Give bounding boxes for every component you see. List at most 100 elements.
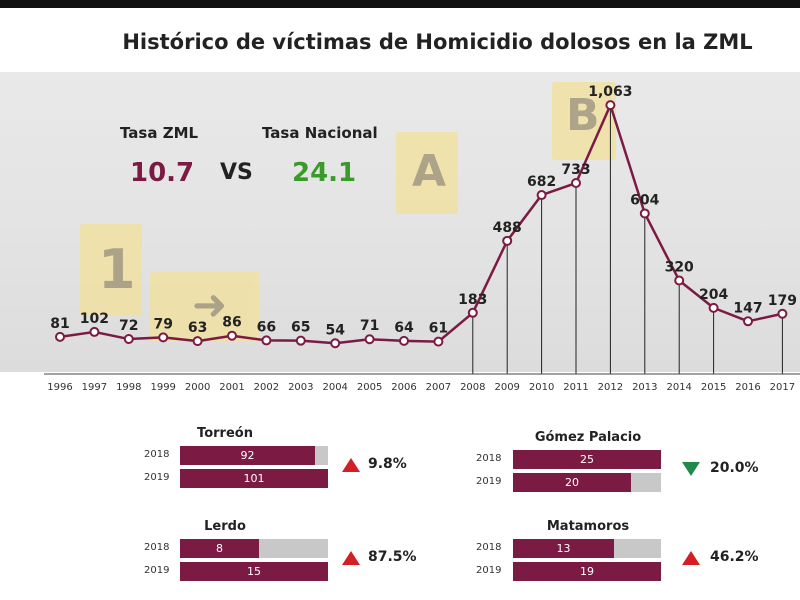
- data-label-2007: 61: [429, 321, 448, 337]
- triangle-down-icon: [682, 462, 700, 476]
- x-tick-2016: 2016: [735, 382, 760, 393]
- x-tick-1996: 1996: [47, 382, 72, 393]
- x-tick-2012: 2012: [598, 382, 623, 393]
- evidence-marker-a-label: A: [412, 146, 447, 197]
- data-label-2009: 488: [493, 220, 522, 236]
- x-tick-2000: 2000: [185, 382, 210, 393]
- data-label-2000: 63: [188, 320, 207, 336]
- data-point-2000: [192, 336, 203, 347]
- panel-bar-torreon-2018: 92: [180, 446, 315, 465]
- panel-bar-matamoros-2018: 13: [513, 539, 614, 558]
- data-label-2004: 54: [325, 322, 345, 338]
- panel-change-gomez-palacio: 20.0%: [710, 460, 759, 476]
- data-point-2010: [536, 190, 547, 201]
- data-point-2005: [364, 334, 375, 345]
- data-point-2016: [743, 316, 753, 327]
- panel-bar-matamoros-2019: 19: [513, 562, 661, 581]
- panel-year-matamoros-2019: 2019: [476, 565, 502, 576]
- data-label-2014: 320: [665, 259, 694, 275]
- data-label-1996: 81: [50, 316, 69, 332]
- data-label-2001: 86: [222, 315, 241, 331]
- data-label-2016: 147: [733, 300, 762, 316]
- panel-bar-lerdo-2018: 8: [180, 539, 259, 558]
- triangle-up-icon: [342, 458, 360, 472]
- data-label-2008: 183: [458, 292, 487, 308]
- panel-year-matamoros-2018: 2018: [476, 542, 502, 553]
- panel-title-lerdo: Lerdo: [204, 519, 246, 534]
- data-point-2003: [295, 335, 306, 346]
- data-point-2011: [571, 178, 581, 189]
- panel-bar-gomez-palacio-2019: 20: [513, 473, 631, 492]
- tasa-zml-value: 10.7: [130, 158, 195, 188]
- series-line: [59, 103, 783, 345]
- data-label-2015: 204: [699, 287, 728, 303]
- data-point-2017: [777, 308, 788, 319]
- data-point-1996: [55, 331, 65, 342]
- tasa-zml-label: Tasa ZML: [120, 124, 199, 142]
- x-tick-2009: 2009: [494, 382, 519, 393]
- data-point-2002: [261, 335, 272, 346]
- evidence-marker-1: 1: [80, 224, 142, 316]
- data-point-2004: [330, 338, 341, 349]
- data-label-2010: 682: [527, 174, 556, 190]
- panel-change-torreon: 9.8%: [368, 456, 407, 472]
- panel-bar-gomez-palacio-2018: 25: [513, 450, 661, 469]
- hero-background: 1 ➜ A B: [0, 72, 800, 372]
- data-label-2012: 1,063: [588, 84, 632, 100]
- evidence-marker-b-label: B: [566, 90, 600, 141]
- data-point-1999: [158, 332, 169, 343]
- panel-year-torreon-2019: 2019: [144, 472, 170, 483]
- arrow-icon: ➜: [192, 280, 228, 329]
- panel-title-matamoros: Matamoros: [546, 519, 630, 534]
- data-label-1999: 79: [153, 316, 172, 332]
- vs-label: VS: [220, 160, 253, 185]
- data-point-2006: [399, 335, 409, 346]
- x-tick-2005: 2005: [357, 382, 382, 393]
- x-tick-2008: 2008: [460, 382, 485, 393]
- chart-title: Histórico de víctimas de Homicidio dolos…: [122, 30, 753, 54]
- x-tick-2007: 2007: [426, 382, 451, 393]
- panel-year-torreon-2018: 2018: [144, 449, 170, 460]
- x-tick-2010: 2010: [529, 382, 554, 393]
- evidence-marker-1-label: 1: [98, 238, 136, 301]
- x-tick-2001: 2001: [219, 382, 244, 393]
- data-point-1998: [123, 334, 134, 345]
- x-tick-1997: 1997: [82, 382, 107, 393]
- data-label-2011: 733: [561, 162, 590, 178]
- data-label-2006: 64: [394, 320, 414, 336]
- homicides-line-chart: 81 1996 102 1997 72 1998 79 1999 63 2000 86 2001 66 2…: [44, 84, 800, 393]
- panel-year-gomez-palacio-2018: 2018: [476, 453, 502, 464]
- data-point-2001: [227, 330, 237, 341]
- panel-bar-torreon-2019: 101: [180, 469, 328, 488]
- data-point-2013: [639, 208, 650, 219]
- x-tick-2011: 2011: [563, 382, 588, 393]
- triangle-up-icon: [682, 551, 700, 565]
- x-tick-2013: 2013: [632, 382, 657, 393]
- data-label-2005: 71: [360, 318, 379, 334]
- x-tick-2002: 2002: [254, 382, 279, 393]
- data-label-1997: 102: [80, 311, 109, 327]
- panel-change-matamoros: 46.2%: [710, 549, 759, 565]
- panel-title-gomez-palacio: Gómez Palacio: [534, 430, 642, 445]
- x-tick-2015: 2015: [701, 382, 726, 393]
- tasa-nacional-value: 24.1: [292, 158, 357, 188]
- panel-year-lerdo-2019: 2019: [144, 565, 170, 576]
- x-tick-1999: 1999: [150, 382, 175, 393]
- x-tick-2014: 2014: [666, 382, 691, 393]
- data-point-2015: [708, 302, 719, 313]
- triangle-up-icon: [342, 551, 360, 565]
- data-label-2017: 179: [768, 293, 797, 309]
- tasa-nacional-label: Tasa Nacional: [262, 124, 378, 142]
- top-frame-bar: [0, 0, 800, 8]
- data-point-2008: [467, 307, 478, 318]
- evidence-marker-b: B: [552, 82, 616, 160]
- panel-bar-lerdo-2019: 15: [180, 562, 328, 581]
- data-point-1997: [89, 326, 100, 337]
- x-tick-2003: 2003: [288, 382, 313, 393]
- data-point-2014: [674, 275, 685, 286]
- data-label-1998: 72: [119, 318, 138, 334]
- data-label-2013: 604: [630, 192, 659, 208]
- panel-change-lerdo: 87.5%: [368, 549, 417, 565]
- data-point-2007: [433, 336, 444, 347]
- x-tick-1998: 1998: [116, 382, 141, 393]
